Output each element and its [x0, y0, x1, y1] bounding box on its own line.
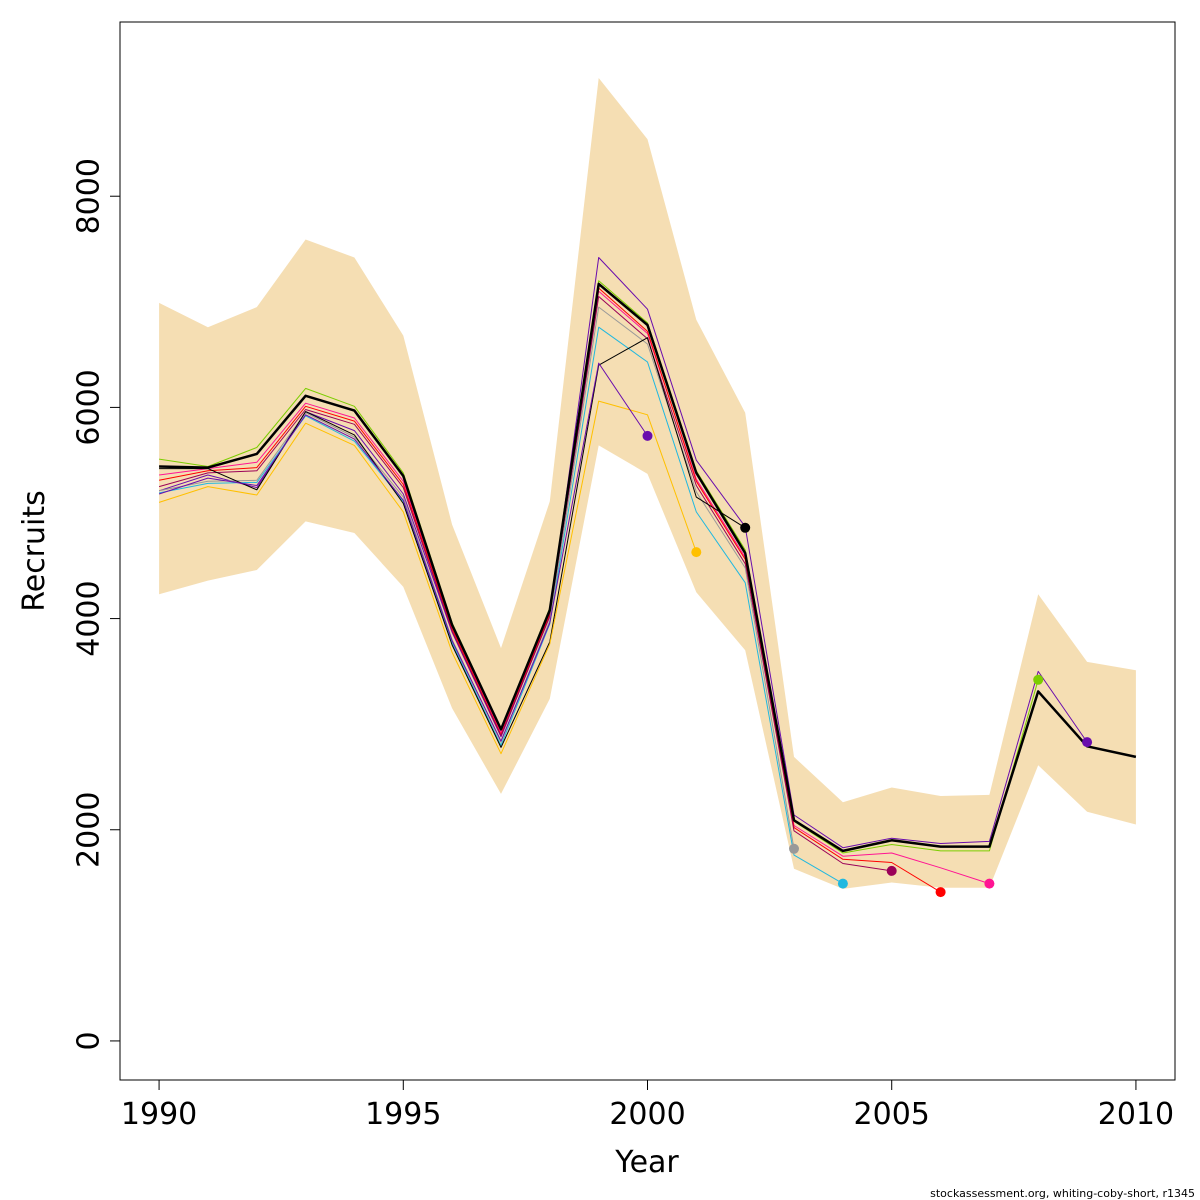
y-tick-label: 8000 [72, 158, 107, 234]
series-endpoint-retro-8 [740, 522, 751, 533]
y-tick-label: 2000 [72, 792, 107, 868]
y-tick-label: 6000 [72, 369, 107, 445]
series-endpoint-retro-1 [1082, 737, 1093, 748]
marker-layer [642, 430, 1093, 898]
series-line-retro-5 [158, 296, 892, 872]
y-tick-label: 0 [72, 1031, 107, 1050]
y-axis: 0 2000 4000 6000 8000 [72, 158, 121, 1050]
series-endpoint-retro-7 [789, 843, 799, 854]
series-endpoint-retro-6 [837, 878, 848, 889]
series-endpoint-retro-5 [886, 865, 897, 876]
x-axis: 1990 1995 2000 2005 2010 [121, 1079, 1174, 1132]
series-endpoint-retro-4 [935, 887, 946, 898]
x-axis-title: Year [614, 1145, 679, 1180]
series-layer [158, 257, 1137, 893]
series-line-retro-6 [159, 326, 844, 885]
x-tick-label: 2005 [854, 1097, 930, 1132]
series-line-retro-1 [158, 257, 1088, 849]
x-tick-label: 1990 [121, 1097, 197, 1132]
series-line-retro-8 [159, 337, 746, 748]
y-axis-title: Recruits [17, 490, 52, 612]
footer-credit: stockassessment.org, whiting-coby-short,… [930, 1187, 1195, 1200]
confidence-band [159, 78, 1136, 889]
series-endpoint-retro-2 [1033, 674, 1044, 685]
confidence-band-layer [159, 78, 1136, 889]
series-endpoint-retro-3 [984, 878, 995, 889]
series-line-retro-10 [158, 362, 648, 742]
y-tick-label: 4000 [72, 580, 107, 656]
series-endpoint-retro-10 [642, 430, 653, 441]
x-tick-label: 2000 [609, 1097, 685, 1132]
series-line-retro-9 [158, 400, 697, 755]
x-tick-label: 1995 [365, 1097, 441, 1132]
series-line-retro-2 [159, 280, 1039, 854]
series-endpoint-retro-9 [691, 547, 702, 558]
x-tick-label: 2010 [1098, 1097, 1174, 1132]
series-line-base [159, 282, 1137, 853]
